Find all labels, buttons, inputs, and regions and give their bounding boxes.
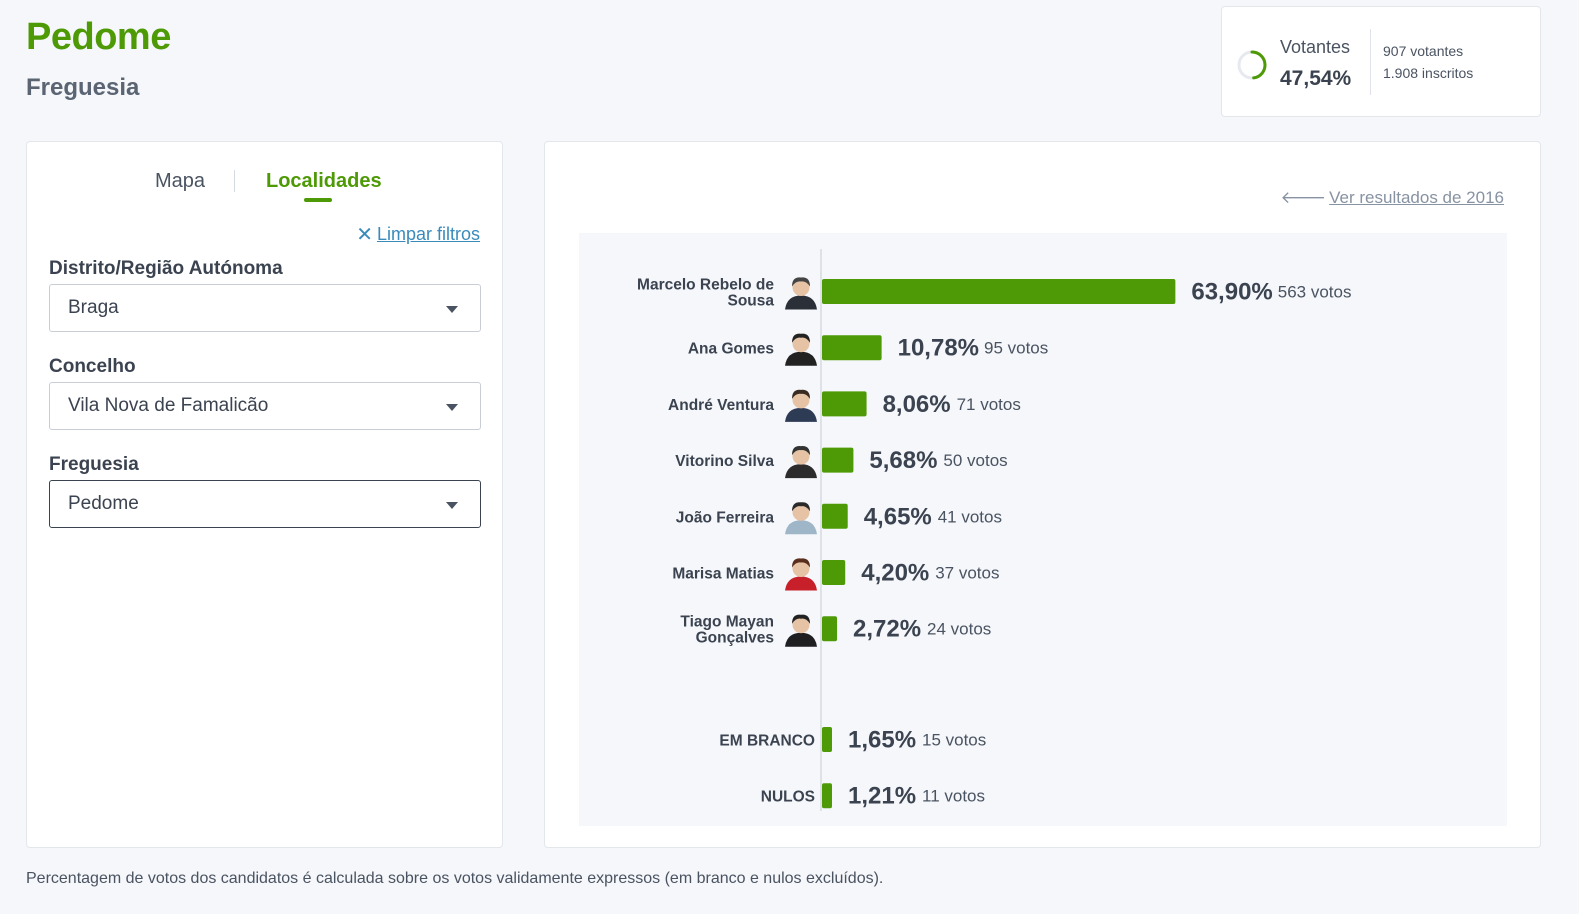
- percent-label: 2,72%: [853, 616, 921, 643]
- active-tab-indicator: [304, 198, 332, 202]
- turnout-percent: 47,54%: [1280, 67, 1352, 90]
- previous-results-link[interactable]: 🡐 Ver resultados de 2016: [1281, 188, 1504, 208]
- turnout-ring-icon: [1237, 50, 1267, 80]
- result-bar: [822, 727, 832, 752]
- votes-label: 563 votos: [1278, 283, 1352, 302]
- footnote: Percentagem de votos dos candidatos é ca…: [26, 870, 884, 887]
- votes-label: 15 votos: [922, 731, 986, 750]
- tab-localities[interactable]: Localidades: [266, 170, 382, 192]
- candidate-name: EM BRANCO: [719, 733, 815, 750]
- candidate-photo: [785, 446, 817, 479]
- district-select[interactable]: Braga: [49, 284, 481, 332]
- tab-separator: [234, 170, 235, 192]
- municipality-select[interactable]: Vila Nova de Famalicão: [49, 382, 481, 430]
- candidate-name: André Ventura: [668, 397, 774, 414]
- percent-label: 4,20%: [861, 560, 929, 587]
- turnout-voters: 907 votantes: [1383, 43, 1464, 59]
- percent-label: 5,68%: [869, 447, 937, 474]
- turnout-registered: 1.908 inscritos: [1383, 65, 1474, 81]
- candidate-photo: [785, 333, 817, 366]
- candidate-photo: [785, 614, 817, 647]
- candidate-photo: [785, 277, 817, 310]
- municipality-value: Vila Nova de Famalicão: [68, 395, 269, 416]
- filter-panel: Mapa Localidades ✕ Limpar filtros Distri…: [26, 141, 503, 848]
- district-value: Braga: [68, 297, 119, 318]
- parish-select[interactable]: Pedome: [49, 480, 481, 528]
- candidate-name: Ana Gomes: [688, 341, 774, 358]
- close-icon: ✕: [356, 224, 373, 246]
- tab-map[interactable]: Mapa: [155, 170, 206, 192]
- result-bar: [822, 560, 846, 585]
- results-chart: Marcelo Rebelo de Sousa 63,90% 563 votos Ana…: [579, 233, 1507, 826]
- turnout-label: Votantes: [1280, 37, 1351, 57]
- chevron-down-icon: [446, 404, 458, 411]
- district-label: Distrito/Região Autónoma: [49, 258, 283, 279]
- votes-label: 71 votos: [957, 395, 1021, 414]
- result-bar: [822, 279, 1176, 304]
- chevron-down-icon: [446, 502, 458, 509]
- candidate-name: Vitorino Silva: [675, 453, 774, 470]
- candidate-name: Gonçalves: [696, 630, 774, 647]
- page-title: Pedome: [26, 16, 171, 58]
- page-subtitle: Freguesia: [26, 74, 140, 101]
- clear-filters-label: Limpar filtros: [376, 224, 480, 244]
- turnout-divider: [1370, 29, 1371, 95]
- parish-label: Freguesia: [49, 454, 139, 475]
- result-bar: [822, 616, 838, 642]
- candidate-name: João Ferreira: [676, 509, 775, 526]
- arrow-left-icon: 🡐: [1280, 188, 1327, 207]
- previous-results-label: Ver resultados de 2016: [1329, 188, 1504, 207]
- candidate-photo: [785, 389, 817, 422]
- percent-label: 4,65%: [864, 503, 932, 530]
- parish-value: Pedome: [68, 493, 139, 514]
- turnout-card: Votantes 47,54% 907 votantes 1.908 inscr…: [1221, 6, 1541, 117]
- candidate-name: NULOS: [761, 789, 815, 806]
- candidate-name: Marcelo Rebelo de: [637, 277, 774, 294]
- votes-label: 37 votos: [935, 564, 999, 583]
- percent-label: 10,78%: [898, 335, 979, 362]
- percent-label: 8,06%: [883, 391, 951, 418]
- result-bar: [822, 447, 854, 473]
- percent-label: 1,21%: [848, 783, 916, 810]
- result-bar: [822, 391, 867, 417]
- results-panel: 🡐 Ver resultados de 2016 Marcelo Rebelo …: [544, 141, 1541, 848]
- percent-label: 1,65%: [848, 727, 916, 754]
- municipality-label: Concelho: [49, 356, 136, 377]
- clear-filters-link[interactable]: ✕ Limpar filtros: [356, 222, 480, 247]
- candidate-photo: [785, 502, 817, 535]
- votes-label: 24 votos: [927, 620, 991, 639]
- votes-label: 50 votos: [943, 451, 1007, 470]
- votes-label: 11 votos: [922, 787, 985, 806]
- result-bar: [822, 783, 832, 809]
- candidate-name: Sousa: [727, 293, 774, 310]
- candidate-name: Tiago Mayan: [680, 614, 774, 631]
- result-bar: [822, 335, 882, 361]
- chevron-down-icon: [446, 306, 458, 313]
- votes-label: 95 votos: [984, 339, 1048, 358]
- votes-label: 41 votos: [938, 507, 1002, 526]
- candidate-photo: [785, 558, 817, 591]
- percent-label: 63,90%: [1191, 279, 1272, 306]
- candidate-name: Marisa Matias: [672, 566, 774, 583]
- result-bar: [822, 503, 848, 529]
